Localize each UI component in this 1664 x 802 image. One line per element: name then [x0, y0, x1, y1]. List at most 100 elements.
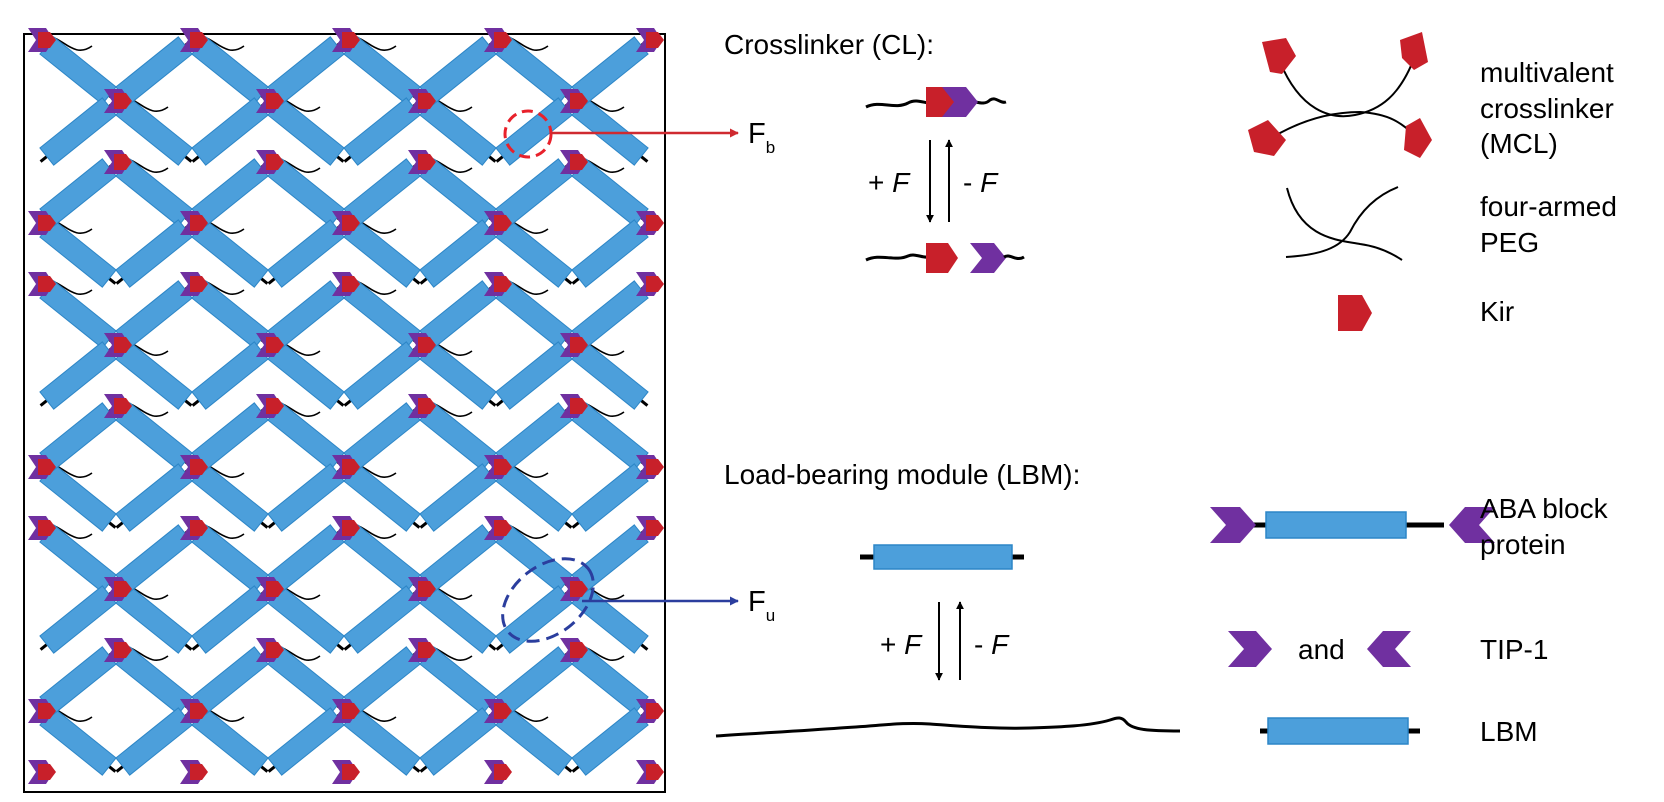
kir-icon: [494, 276, 512, 292]
lbm-rod-body: [191, 341, 269, 410]
lbm-rod-body: [343, 707, 421, 776]
lbm-rod-body: [115, 97, 193, 166]
lbm-rod-body: [571, 707, 649, 776]
kir-icon: [646, 32, 664, 48]
lbm-rod-body: [571, 97, 649, 166]
crosslink-node: [332, 28, 360, 52]
lbm-rod-body: [267, 585, 345, 654]
lbm-rod-body: [419, 524, 497, 593]
aba-block-protein-icon: [1210, 507, 1495, 543]
crosslinker-section: Crosslinker (CL): + F - F: [724, 29, 1025, 273]
tip1-icon: [942, 87, 978, 117]
kir-icon: [646, 764, 664, 780]
lbm-rod-body: [115, 402, 193, 471]
crosslink-node: [484, 516, 512, 540]
crosslink-node: [484, 211, 512, 235]
lbm-rod-body: [571, 280, 649, 349]
lbm-rod: [115, 463, 193, 532]
crosslink-node: [636, 272, 664, 296]
lbm-rod-body: [39, 341, 117, 410]
kir-icon: [38, 459, 56, 475]
crosslink-node: [104, 333, 132, 357]
lbm-rod-body: [39, 585, 117, 654]
tip1-icon: [1210, 507, 1256, 543]
crosslink-node: [636, 455, 664, 479]
lbm-rod-body: [495, 646, 573, 715]
kir-icon: [38, 764, 56, 780]
lbm-rod-body: [191, 707, 269, 776]
crosslink-node: [560, 333, 588, 357]
crosslink-node: [560, 394, 588, 418]
lbm-rod: [495, 463, 573, 532]
lbm-rod-body: [495, 341, 573, 410]
kir-icon: [114, 154, 132, 170]
lbm-rod-body: [495, 707, 573, 776]
lbm-rod: [1267, 717, 1409, 745]
crosslink-node: [256, 394, 284, 418]
lbm-rod: [39, 585, 117, 654]
lbm-rod-body: [495, 463, 573, 532]
crosslink-node: [104, 638, 132, 662]
crosslink-node: [28, 516, 56, 540]
lbm-rod-body: [115, 158, 193, 227]
crosslink-node: [332, 699, 360, 723]
lbm-rod-body: [571, 219, 649, 288]
lbm-rod-body: [571, 646, 649, 715]
lbm-rod: [571, 463, 649, 532]
lbm-rod-body: [571, 36, 649, 105]
lbm-rod-body: [267, 219, 345, 288]
lbm-rod-body: [267, 707, 345, 776]
kir-icon: [266, 398, 284, 414]
crosslink-node: [408, 150, 436, 174]
lbm-rod-body: [267, 97, 345, 166]
lbm-rod: [419, 97, 497, 166]
lbm-rod-body: [191, 402, 269, 471]
kir-icon: [114, 337, 132, 353]
lbm-rod-body: [191, 36, 269, 105]
lbm-rod-body: [495, 97, 573, 166]
lbm-rod: [571, 219, 649, 288]
mcl-icon: [1248, 32, 1432, 158]
lbm-rod: [343, 463, 421, 532]
lbm-rod-body: [39, 280, 117, 349]
lbm-rod: [115, 219, 193, 288]
lbm-rod-body: [267, 402, 345, 471]
kir-icon: [190, 520, 208, 536]
crosslink-node: [180, 699, 208, 723]
lbm-rod-body: [419, 707, 497, 776]
crosslink-node: [256, 333, 284, 357]
kir-icon: [1404, 118, 1432, 158]
crosslink-node: [180, 455, 208, 479]
kir-icon: [570, 398, 588, 414]
crosslink-node: [484, 272, 512, 296]
crosslink-node: [104, 577, 132, 601]
tip1-icon: [970, 243, 1006, 273]
crosslink-node: [256, 577, 284, 601]
lbm-rod: [495, 97, 573, 166]
lbm-rod-body: [39, 158, 117, 227]
tip1-icon: [1449, 507, 1495, 543]
kir-icon: [190, 215, 208, 231]
lbm-rod-body: [115, 36, 193, 105]
kir-icon: [418, 337, 436, 353]
lbm-rod-body: [115, 585, 193, 654]
crosslink-node: [104, 394, 132, 418]
crosslink-node: [332, 272, 360, 296]
lbm-rod-body: [191, 585, 269, 654]
kir-icon: [190, 459, 208, 475]
kir-icon: [38, 276, 56, 292]
lbm-rod-body: [39, 646, 117, 715]
lbm-rod-body: [115, 341, 193, 410]
crosslink-node: [560, 150, 588, 174]
kir-icon: [190, 276, 208, 292]
crosslink-node: [28, 699, 56, 723]
unbound-crosslinker: [865, 243, 1025, 273]
lbm-rod-body: [39, 463, 117, 532]
kir-icon: [190, 32, 208, 48]
kir-icon: [1248, 120, 1286, 156]
crosslink-node: [560, 577, 588, 601]
fu-label: Fu: [748, 586, 775, 625]
lbm-rod-body: [39, 402, 117, 471]
lbm-rod-body: [267, 524, 345, 593]
lbm-rod-body: [191, 646, 269, 715]
